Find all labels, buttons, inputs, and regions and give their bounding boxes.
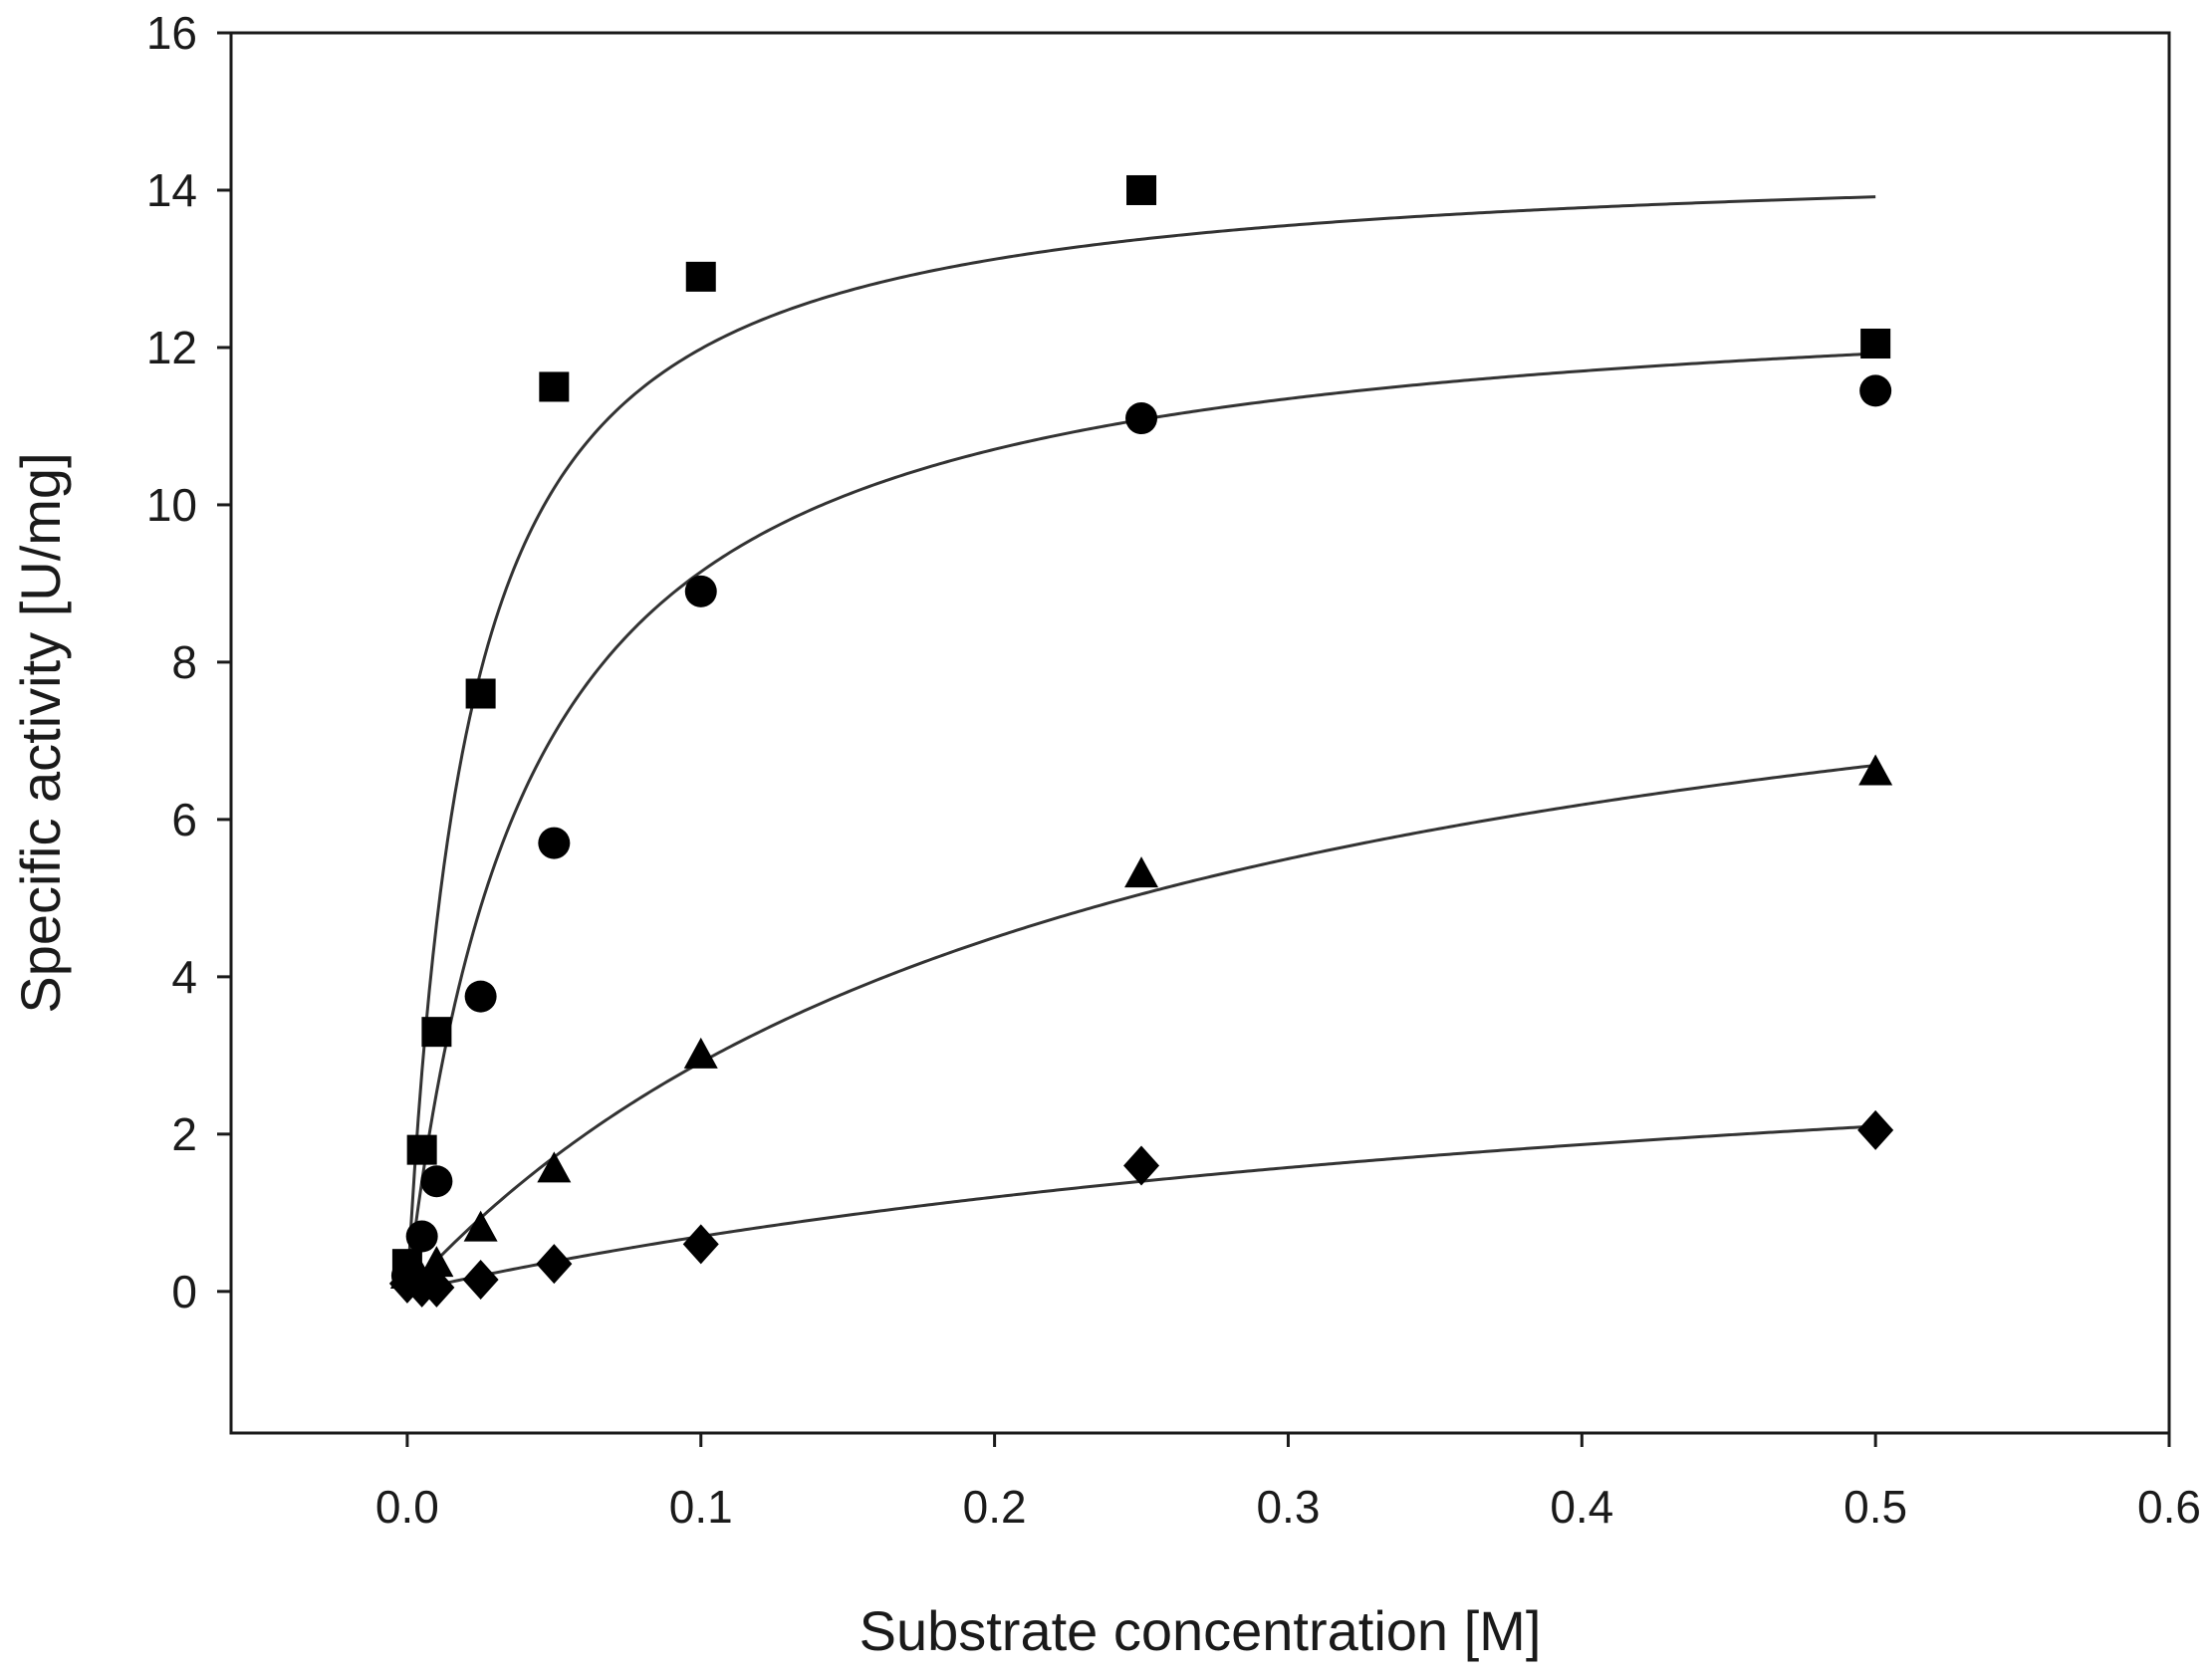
circle-marker [420,1165,453,1198]
circle-marker [1859,374,1892,407]
triangle-marker [463,1210,498,1242]
circle-marker [684,575,717,607]
circle-marker [405,1220,438,1253]
diamond-marker [536,1244,573,1285]
x-axis-title: Substrate concentration [M] [860,1599,1542,1662]
y-tick-label: 8 [171,636,197,688]
x-tick-label: 0.4 [1550,1481,1613,1533]
triangle-marker [1124,856,1159,888]
diamond-marker [682,1224,719,1265]
plot-frame [229,31,2171,1435]
triangle-marker [537,1151,572,1183]
square-marker [1126,174,1157,205]
x-tick-label: 0.1 [669,1481,733,1533]
triangle-marker [683,1037,718,1069]
y-tick-label: 16 [146,7,197,59]
x-tick-label: 0.6 [2137,1481,2201,1533]
y-tick-label: 4 [171,951,197,1003]
triangle-marker [1858,754,1893,786]
x-tick-label: 0.3 [1256,1481,1320,1533]
square-marker [1860,329,1891,360]
square-marker [406,1134,437,1165]
y-tick-label: 2 [171,1108,197,1160]
triangle-marker [419,1246,454,1278]
diamond-marker [462,1259,499,1300]
circle-marker [464,980,497,1013]
square-marker [685,261,716,292]
diamond-marker [1857,1109,1894,1150]
y-axis-title: Specific activity [U/mg] [9,452,72,1013]
data-points [388,174,1894,1308]
square-marker [539,371,570,402]
fit-curve-triangle [405,763,1876,1293]
x-tick-label: 0.2 [963,1481,1027,1533]
x-tick-label: 0.0 [375,1481,439,1533]
fit-curve-square [405,195,1876,1292]
y-tick-label: 14 [146,164,197,216]
y-tick-label: 12 [146,322,197,373]
y-axis-ticks: 0 2 4 6 8 10 12 14 16 [146,7,231,1318]
x-axis-ticks: 0.0 0.1 0.2 0.3 0.4 0.5 0.6 [375,1433,2201,1533]
circle-marker [538,827,571,859]
diamond-marker [1123,1145,1160,1186]
square-marker [421,1017,452,1048]
circle-marker [1125,402,1158,435]
diamond-marker [418,1267,455,1308]
square-marker [465,678,496,709]
y-tick-label: 0 [171,1266,197,1318]
y-tick-label: 10 [146,479,197,531]
fit-curves [405,195,1876,1294]
x-tick-label: 0.5 [1843,1481,1907,1533]
y-tick-label: 6 [171,794,197,845]
